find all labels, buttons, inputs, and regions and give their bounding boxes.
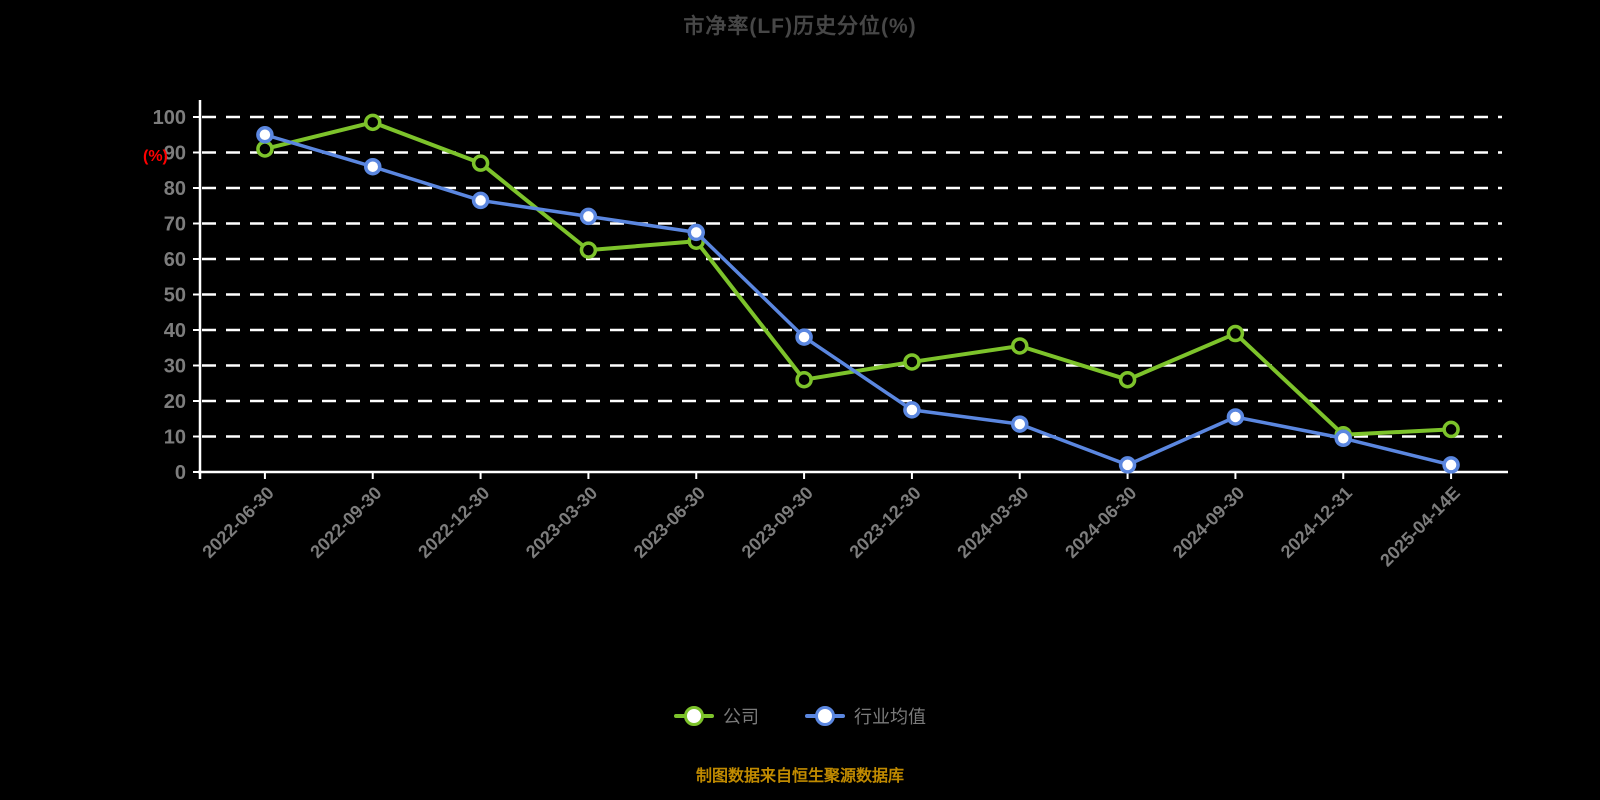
x-tick-label: 2024-09-30 (1169, 483, 1248, 562)
data-point (256, 140, 274, 158)
y-axis-labels: 0 10 20 30 40 50 60 70 80 90 100 (153, 107, 200, 484)
x-tick-label: 2024-06-30 (1061, 483, 1140, 562)
data-point (364, 113, 382, 132)
x-tick-label: 2022-06-30 (198, 483, 277, 562)
x-tick-label: 2023-09-30 (738, 483, 817, 562)
chart-title: 市净率(LF)历史分位(%) (683, 15, 917, 38)
data-point (1334, 429, 1352, 448)
data-point (795, 370, 813, 389)
legend-marker-industry (805, 705, 845, 727)
legend-label: 公司 (723, 707, 759, 727)
axes (198, 100, 1508, 479)
data-point (903, 353, 921, 371)
x-tick-label: 2022-12-30 (414, 483, 493, 562)
y-tick-label: 100 (153, 107, 186, 129)
data-point (1442, 420, 1460, 439)
data-point (1442, 456, 1460, 474)
y-tick-label: 70 (164, 214, 186, 236)
data-point (471, 191, 490, 210)
x-tick-label: 2023-06-30 (630, 483, 709, 562)
x-axis-labels: 2022-06-30 2022-09-30 2022-12-30 2023-03-30… (198, 472, 1464, 571)
gridlines (202, 115, 1502, 438)
data-point (903, 401, 921, 419)
data-point (1118, 370, 1137, 389)
data-point (1118, 456, 1137, 474)
data-point (256, 126, 274, 144)
data-point (795, 328, 813, 346)
legend-label: 行业均值 (854, 707, 926, 727)
x-tick-label: 2024-12-31 (1277, 483, 1356, 562)
x-tick-label: 2024-03-30 (953, 483, 1032, 562)
y-tick-label: 0 (175, 462, 186, 484)
legend-circle-icon (684, 706, 704, 726)
data-point (1226, 324, 1245, 343)
y-tick-label: 90 (164, 143, 186, 165)
y-tick-label: 10 (164, 427, 186, 449)
data-point (471, 154, 490, 172)
data-point (687, 223, 705, 242)
x-tick-label: 2022-09-30 (306, 483, 385, 562)
series-1 (256, 126, 1460, 474)
y-tick-label: 80 (164, 178, 186, 200)
data-point (1011, 337, 1029, 355)
x-tick-label: 2023-12-30 (845, 483, 924, 562)
y-tick-label: 20 (164, 391, 186, 413)
series-0 (256, 113, 1460, 444)
legend-marker-company (674, 705, 714, 727)
y-tick-label: 40 (164, 320, 186, 342)
legend-circle-icon (815, 706, 835, 726)
y-tick-label: 30 (164, 356, 186, 378)
legend-item-industry-average[interactable]: 行业均值 (805, 703, 926, 729)
data-point (579, 241, 598, 259)
data-point (579, 207, 598, 226)
legend-item-company[interactable]: 公司 (674, 703, 759, 729)
data-point (364, 157, 382, 176)
y-axis-unit-label: (%) (143, 148, 168, 165)
x-tick-label: 2023-03-30 (522, 483, 601, 562)
x-tick-label: 2025-04-14E (1376, 483, 1464, 571)
y-tick-label: 60 (164, 249, 186, 271)
data-point (1011, 415, 1029, 433)
data-source-note: 制图数据来自恒生聚源数据库 (695, 768, 904, 785)
y-tick-label: 50 (164, 285, 186, 307)
data-point (1226, 408, 1245, 426)
chart-legend: 公司 行业均值 (0, 703, 1600, 729)
